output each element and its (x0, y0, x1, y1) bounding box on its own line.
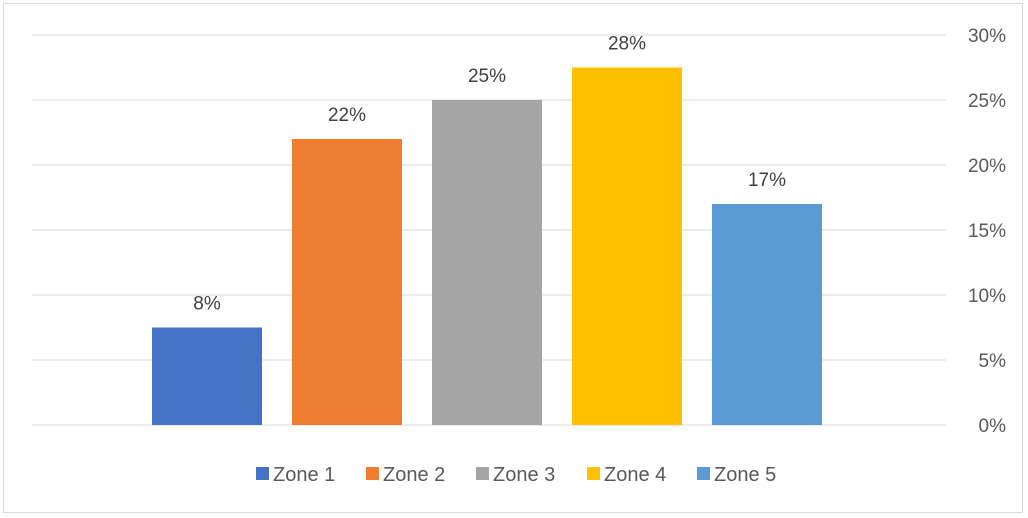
legend-entry: Zone 1 (273, 464, 335, 486)
y-tick-label: 20% (968, 156, 1006, 177)
legend-swatch (476, 467, 489, 480)
data-labels: 8% 22% 25% 28% 17% (193, 34, 786, 315)
data-label: 28% (608, 34, 646, 55)
bar-zone-5 (712, 204, 822, 425)
legend-swatch (366, 467, 379, 480)
legend-swatch (256, 467, 269, 480)
bar-zone-4 (572, 67, 682, 425)
legend-swatch (587, 467, 600, 480)
data-label: 17% (748, 170, 786, 191)
data-label: 22% (328, 105, 366, 126)
bar-zone-2 (292, 139, 402, 425)
y-tick-label: 15% (968, 221, 1006, 242)
y-tick-label: 0% (979, 416, 1007, 437)
y-tick-label: 25% (968, 91, 1006, 112)
legend-entry: Zone 2 (383, 464, 445, 486)
legend-entry: Zone 5 (714, 464, 776, 486)
legend-entry: Zone 4 (604, 464, 666, 486)
data-label: 25% (468, 66, 506, 87)
data-label: 8% (193, 294, 221, 315)
legend: Zone 1 Zone 2 Zone 3 Zone 4 Zone 5 (256, 464, 776, 486)
y-tick-label: 30% (968, 26, 1006, 47)
bar-zone-1 (152, 327, 262, 425)
bar-zone-3 (432, 100, 542, 425)
bars (152, 67, 822, 425)
y-tick-label: 5% (979, 351, 1007, 372)
y-tick-label: 10% (968, 286, 1006, 307)
y-axis-ticks: 0% 5% 10% 15% 20% 25% 30% (968, 26, 1006, 437)
legend-swatch (697, 467, 710, 480)
legend-entry: Zone 3 (493, 464, 555, 486)
